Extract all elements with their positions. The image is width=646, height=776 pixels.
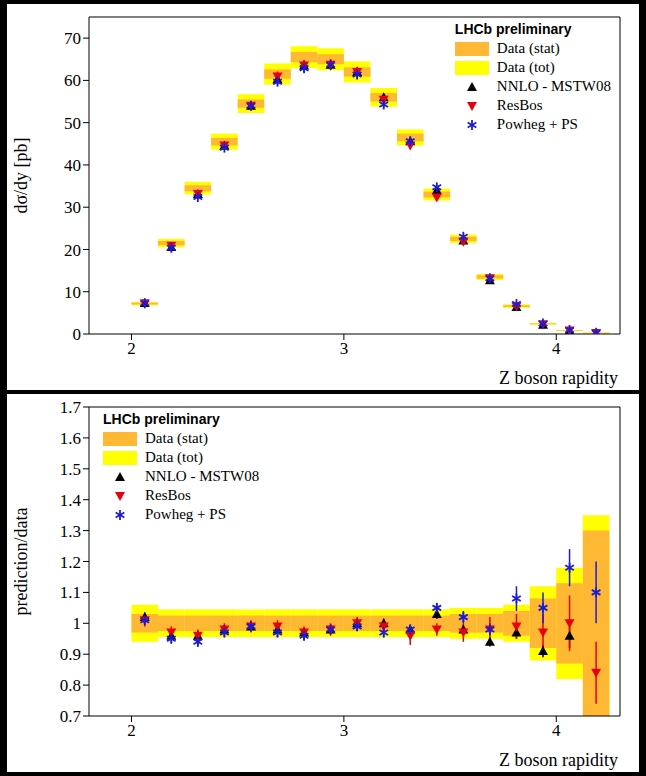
svg-text:30: 30 xyxy=(64,198,81,217)
html-text:LHCb preliminary: LHCb preliminary xyxy=(103,411,220,427)
svg-text:70: 70 xyxy=(64,29,81,48)
svg-text:1.3: 1.3 xyxy=(60,522,81,541)
svg-text:1.5: 1.5 xyxy=(60,460,81,479)
svg-text:Z boson rapidity: Z boson rapidity xyxy=(499,750,618,770)
html-text:Data (stat): Data (stat) xyxy=(145,430,208,446)
html-text:Data (stat): Data (stat) xyxy=(496,40,560,56)
html-text:ResBos: ResBos xyxy=(145,487,191,503)
svg-text:Z boson rapidity: Z boson rapidity xyxy=(499,368,618,388)
svg-text:1.6: 1.6 xyxy=(60,429,81,448)
html-text:Powheg + PS: Powheg + PS xyxy=(496,116,578,132)
svg-text:prediction/data: prediction/data xyxy=(11,508,31,616)
svg-text:0.8: 0.8 xyxy=(60,676,81,695)
svg-text:dσ/dy [pb]: dσ/dy [pb] xyxy=(11,137,31,213)
svg-text:3: 3 xyxy=(340,339,349,358)
html-text:ResBos: ResBos xyxy=(496,97,543,113)
svg-text:0.9: 0.9 xyxy=(60,645,81,664)
svg-text:40: 40 xyxy=(64,156,81,175)
svg-text:3: 3 xyxy=(340,721,349,740)
html-text:Data (tot): Data (tot) xyxy=(145,449,203,465)
svg-text:2: 2 xyxy=(127,339,136,358)
svg-text:0.7: 0.7 xyxy=(60,707,82,726)
svg-text:20: 20 xyxy=(64,241,81,260)
html-text:Powheg + PS: Powheg + PS xyxy=(145,506,226,522)
svg-text:0: 0 xyxy=(73,325,82,344)
svg-text:50: 50 xyxy=(64,114,81,133)
html-text:NNLO - MSTW08: NNLO - MSTW08 xyxy=(496,78,611,94)
html-text:LHCb preliminary: LHCb preliminary xyxy=(454,21,572,37)
svg-text:10: 10 xyxy=(64,283,81,302)
svg-text:1: 1 xyxy=(73,614,82,633)
svg-text:2: 2 xyxy=(127,721,136,740)
svg-text:60: 60 xyxy=(64,71,81,90)
svg-text:1.1: 1.1 xyxy=(60,583,81,602)
svg-text:4: 4 xyxy=(552,721,561,740)
svg-text:4: 4 xyxy=(552,339,561,358)
html-text:Data (tot): Data (tot) xyxy=(496,59,555,75)
svg-text:1.4: 1.4 xyxy=(60,491,82,510)
svg-text:1.2: 1.2 xyxy=(60,553,81,572)
svg-text:1.7: 1.7 xyxy=(60,398,82,417)
html-text:NNLO - MSTW08: NNLO - MSTW08 xyxy=(145,468,260,484)
